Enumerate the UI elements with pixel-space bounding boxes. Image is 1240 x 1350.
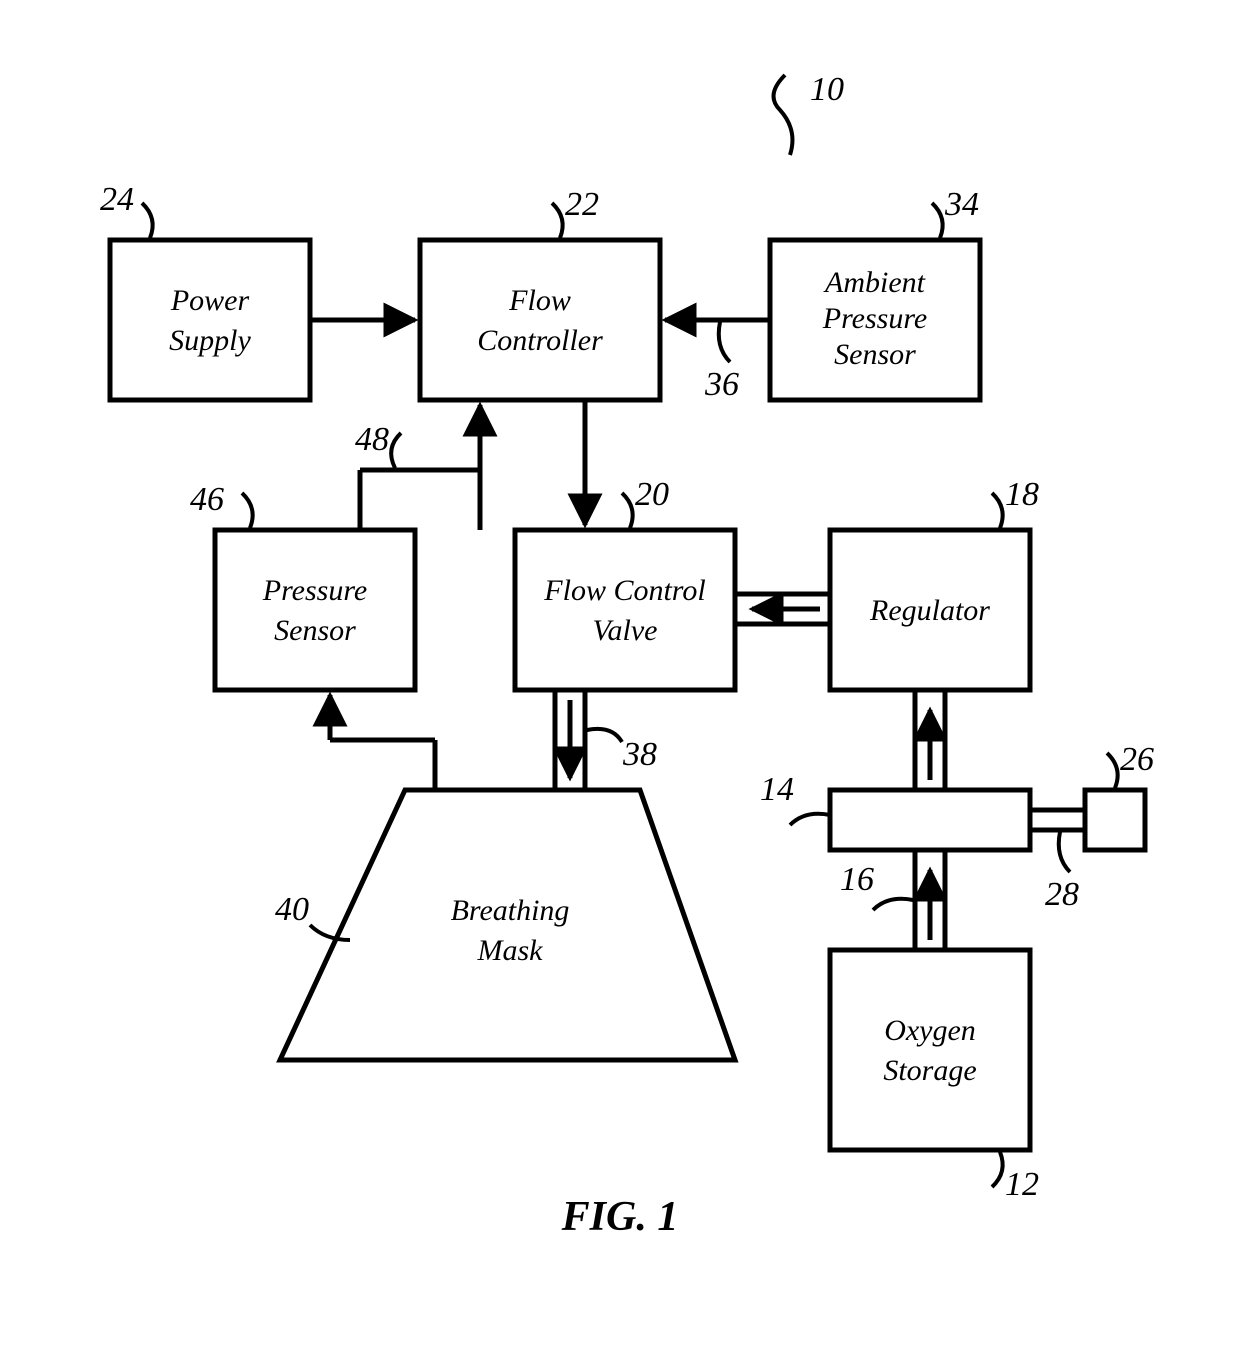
figure-caption: FIG. 1 (561, 1194, 679, 1240)
ref-28: 28 (1045, 876, 1079, 913)
node-flow-controller: Flow Controller 22 (420, 186, 660, 400)
ref-system-label: 10 (810, 71, 844, 108)
ref-24: 24 (100, 181, 134, 218)
pressure-sensor-label1: Pressure (262, 574, 367, 607)
edge-valve14-storage: 16 (840, 850, 945, 950)
ref-16: 16 (840, 861, 874, 898)
node-valve-14: 14 (760, 771, 1030, 850)
node-oxygen-storage: Oxygen Storage 12 (830, 950, 1039, 1203)
node-power-supply: Power Supply 24 (100, 181, 310, 400)
mask-label1: Breathing (451, 894, 570, 927)
ref-20: 20 (635, 476, 669, 513)
ref-14: 14 (760, 771, 794, 808)
ambient-label2: Pressure (822, 302, 927, 335)
ref-34: 34 (944, 186, 979, 223)
regulator-label: Regulator (869, 594, 990, 627)
oxygen-label1: Oxygen (884, 1014, 976, 1047)
ref-26: 26 (1120, 741, 1154, 778)
pressure-sensor-label2: Sensor (274, 614, 356, 647)
oxygen-label2: Storage (883, 1054, 976, 1087)
ref-22: 22 (565, 186, 599, 223)
diagram-canvas: 10 Power Supply 24 Flow Controller 22 Am… (0, 0, 1240, 1350)
edge-fcv-mask: 38 (555, 690, 657, 790)
node-pressure-sensor: Pressure Sensor 46 (190, 481, 415, 690)
node-regulator: Regulator 18 (830, 476, 1039, 690)
ambient-label3: Sensor (834, 338, 916, 371)
node-breathing-mask: Breathing Mask 40 (275, 790, 735, 1060)
ref-18: 18 (1005, 476, 1039, 513)
edge-ambient-controller: 36 (665, 320, 770, 403)
ref-38: 38 (622, 736, 657, 773)
mask-label2: Mask (477, 934, 544, 967)
edge-mask-psensor (330, 695, 435, 790)
fcv-label1: Flow Control (543, 574, 705, 607)
flow-controller-label1: Flow (508, 284, 571, 317)
ref-36: 36 (704, 366, 739, 403)
ref-48: 48 (355, 421, 389, 458)
fcv-label2: Valve (593, 614, 658, 647)
ref-46: 46 (190, 481, 224, 518)
ref-12: 12 (1005, 1166, 1039, 1203)
node-flow-control-valve: Flow Control Valve 20 (515, 476, 735, 690)
flow-controller-label2: Controller (477, 324, 603, 357)
edge-psensor-stub (360, 470, 480, 530)
ref-system: 10 (774, 71, 844, 155)
edge-reg-valve14 (915, 690, 945, 790)
power-supply-label2: Supply (169, 324, 251, 357)
power-supply-label1: Power (170, 284, 250, 317)
edge-conduit-28: 28 (1030, 810, 1085, 913)
node-ambient-pressure-sensor: Ambient Pressure Sensor 34 (770, 186, 980, 400)
edge-reg-fcv (735, 594, 830, 624)
node-ext-26: 26 (1085, 741, 1154, 850)
ref-40: 40 (275, 891, 309, 928)
ambient-label1: Ambient (823, 266, 926, 299)
